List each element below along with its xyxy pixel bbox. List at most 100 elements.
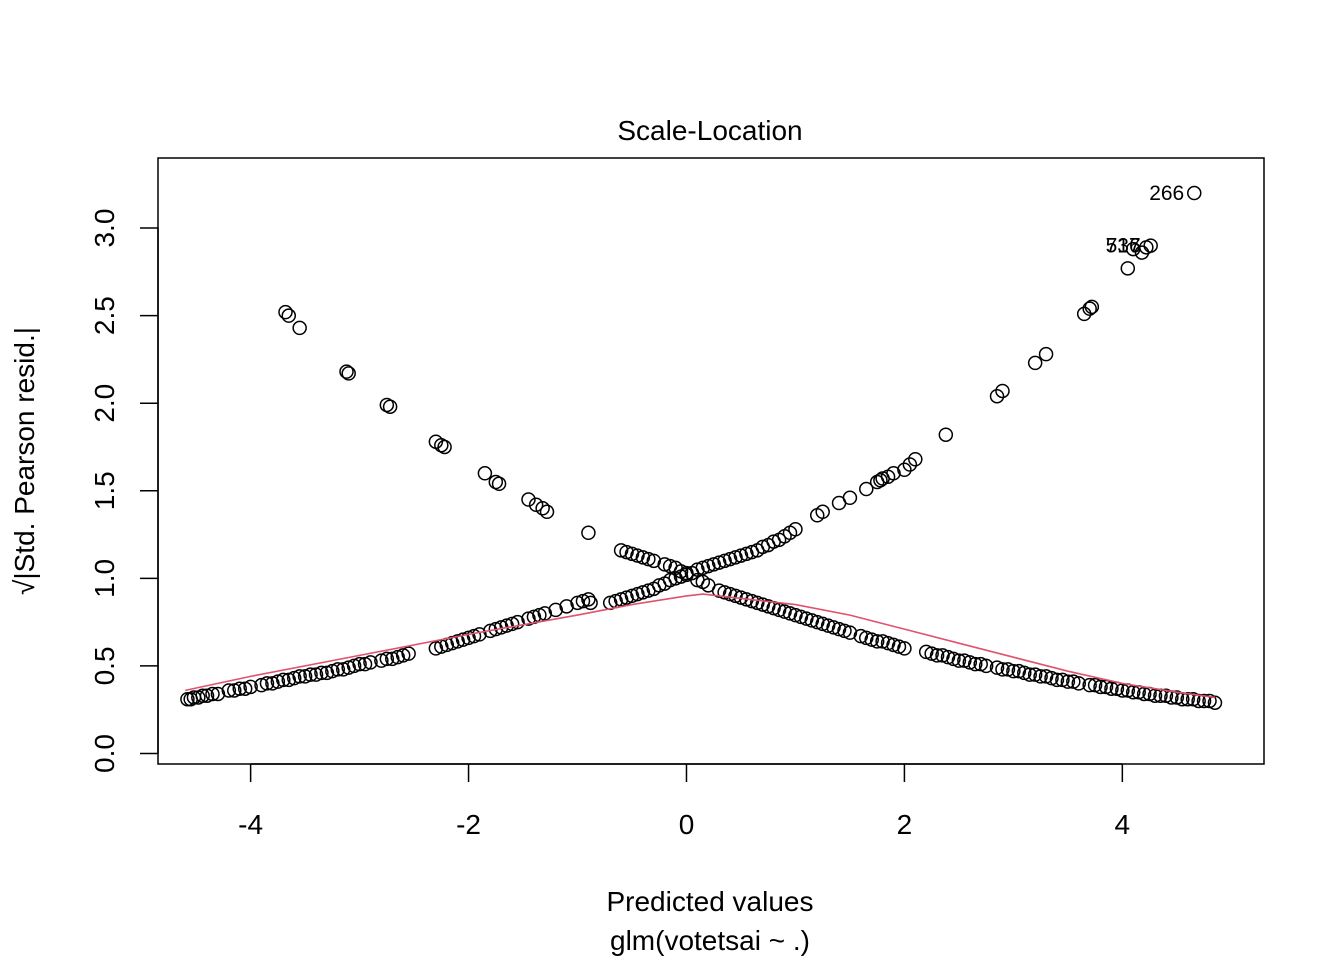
- data-point: [581, 525, 596, 541]
- data-point: [292, 669, 307, 684]
- data-point: [1134, 245, 1150, 260]
- data-point: [859, 481, 874, 497]
- data-point: [1196, 693, 1212, 709]
- x-tick-label: 4: [1115, 809, 1131, 840]
- y-tick-label: 0.0: [89, 734, 120, 773]
- data-point: [259, 676, 275, 691]
- data-point: [341, 366, 356, 381]
- data-point: [995, 383, 1010, 399]
- data-point: [232, 681, 247, 696]
- data-point: [886, 466, 901, 481]
- data-point: [314, 665, 329, 681]
- data-point: [243, 679, 258, 695]
- data-point: [869, 634, 885, 649]
- data-point: [491, 476, 507, 492]
- data-point: [1104, 681, 1119, 696]
- data-point: [1187, 185, 1202, 201]
- data-point: [281, 308, 297, 323]
- x-tick-label: 2: [897, 809, 913, 840]
- data-point: [352, 656, 367, 672]
- data-points: [180, 185, 1223, 710]
- data-point: [1049, 672, 1065, 688]
- y-tick-label: 2.5: [89, 296, 120, 335]
- x-tick-label: -2: [456, 809, 481, 840]
- y-tick-label: 2.0: [89, 384, 120, 423]
- data-point: [1082, 301, 1097, 316]
- y-tick-label: 1.0: [89, 559, 120, 598]
- point-label: 537: [1106, 235, 1141, 258]
- point-label: 266: [1149, 182, 1184, 205]
- chart-title: Scale-Location: [617, 115, 802, 146]
- data-point: [908, 451, 923, 467]
- x-axis: -4 -2 0 2 4: [238, 763, 1131, 840]
- x-axis-label: Predicted values: [606, 886, 813, 917]
- y-axis-label: √|Std. Pearson resid.|: [9, 327, 40, 595]
- data-point: [967, 656, 983, 672]
- data-point: [1143, 238, 1158, 253]
- y-tick-label: 1.5: [89, 471, 120, 510]
- data-point: [401, 646, 416, 661]
- data-point: [788, 522, 803, 537]
- data-point: [1207, 695, 1223, 710]
- data-point: [330, 662, 346, 677]
- data-point: [1093, 679, 1108, 695]
- data-point: [292, 320, 307, 336]
- plot-frame: [157, 157, 1265, 765]
- data-point: [437, 439, 452, 455]
- data-point: [535, 501, 550, 516]
- data-point: [537, 606, 553, 621]
- data-point: [303, 667, 318, 682]
- point-label: 716: [1106, 235, 1141, 258]
- data-point: [379, 651, 395, 667]
- data-point: [842, 490, 858, 506]
- data-point: [1076, 306, 1092, 322]
- data-point: [477, 466, 493, 481]
- data-point: [1027, 355, 1043, 371]
- data-point: [539, 504, 555, 520]
- data-point: [646, 553, 662, 569]
- data-point: [1022, 667, 1037, 682]
- data-point: [205, 686, 220, 702]
- data-point: [1180, 691, 1195, 707]
- data-point: [1006, 663, 1021, 679]
- data-point: [363, 655, 378, 670]
- x-tick-label: 0: [679, 809, 695, 840]
- data-point: [581, 592, 596, 607]
- data-point: [989, 388, 1005, 404]
- y-tick-label: 0.5: [89, 646, 120, 685]
- data-point: [221, 683, 237, 698]
- data-point: [842, 625, 858, 640]
- y-axis: 0.0 0.5 1.0 1.5 2.0 2.5 3.0: [89, 209, 159, 773]
- data-point: [1071, 676, 1087, 691]
- data-point: [1060, 674, 1076, 689]
- data-point: [210, 686, 226, 702]
- data-point: [180, 691, 195, 707]
- data-point: [339, 364, 354, 379]
- data-point: [938, 427, 954, 442]
- data-point: [559, 599, 574, 614]
- smooth-line: [185, 593, 1216, 699]
- y-tick-label: 3.0: [89, 209, 120, 248]
- data-point: [873, 473, 888, 488]
- data-point: [679, 565, 694, 581]
- data-point: [548, 602, 563, 618]
- data-point: [951, 653, 967, 668]
- data-point: [929, 648, 945, 663]
- data-point: [995, 662, 1010, 677]
- data-point: [195, 688, 210, 703]
- data-point: [583, 595, 598, 611]
- data-point: [1038, 346, 1054, 362]
- x-tick-label: -4: [238, 809, 263, 840]
- data-point: [382, 399, 398, 414]
- data-point: [276, 672, 291, 688]
- data-point: [978, 658, 994, 674]
- data-point: [1082, 677, 1097, 693]
- data-point: [1033, 669, 1048, 684]
- data-point: [278, 304, 293, 320]
- x-axis-sublabel: glm(votetsai ~ .): [610, 925, 810, 956]
- data-point: [897, 641, 912, 656]
- data-point: [897, 462, 912, 478]
- data-point: [902, 457, 918, 472]
